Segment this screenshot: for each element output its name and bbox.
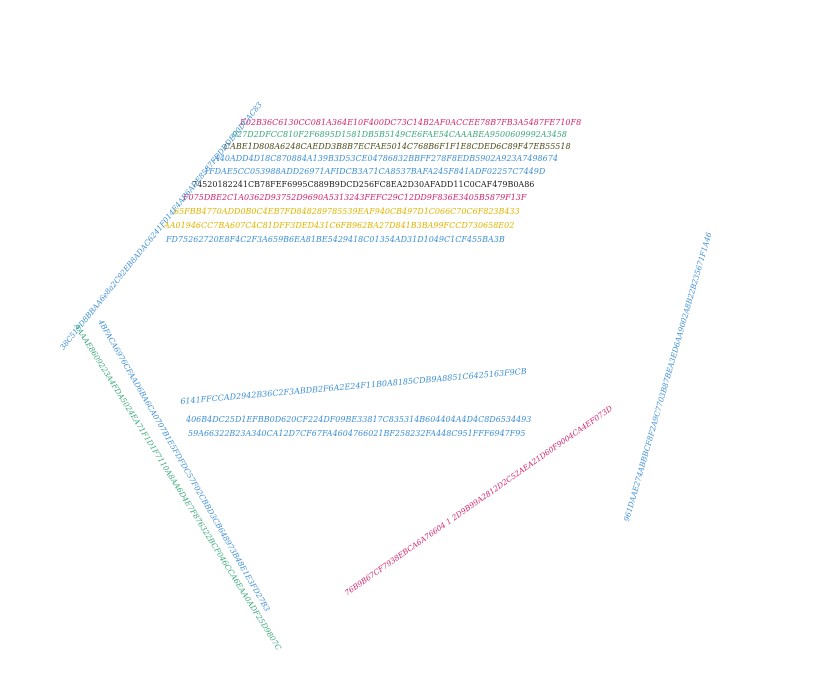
text-line: E02B36C6130CC081A364E10F400DC73C14B2AF0A… [240, 118, 582, 127]
text-line: AA01946CC7BA607C4C81DFF3DED431C6FB962BA2… [164, 221, 515, 230]
diagonal-text-blue-lower: 4BFACA6976CFAAD6BA6CA0707B1E5FDFDC57F02C… [96, 318, 272, 613]
text-line: FD75262720E8F4C2F3A659B6EA81BE5429418C01… [166, 235, 505, 244]
text-line: 1FDAE5CC053988ADD26971AFIDCB3A71CA8537BA… [204, 167, 546, 176]
text-line: 027D2DFCC810F2F6895D1581DB5B5149CE6FAE54… [232, 130, 567, 139]
diagonal-text-green: AAAAE8609223A4FDA5024EA71F1D1F7110A8AA6D… [72, 322, 284, 652]
text-line: 65FBB4770ADD0B0C4EB7FD848289785539EAF940… [174, 207, 520, 216]
text-line: A40ADD4D18C870884A139B3D53CE04786832BBFF… [214, 154, 558, 163]
text-line: 74520182241CB78FEF6995C889B9DCD256FC8EA2… [192, 180, 535, 189]
diagonal-text-blue-right: 961DAAE274ABBBCF8F2A9C7703B87BEA3ED6AA90… [622, 231, 714, 523]
text-line: 59A66322B23A340CA12D7CF67FA4604766021BF2… [188, 429, 526, 438]
text-line: 6141FFCCAD2942B36C2F3ABDB2F6A2E24F11B0A8… [180, 366, 528, 406]
text-line: F075DBE2C1A0362D93752D9690A5313243FEFC29… [183, 193, 527, 202]
text-line: CABE1D808A6248CAEDD3B8B7ECFAE5014C768B6F… [224, 142, 571, 151]
text-line: 406B4DC25D1EFBB0D620CF224DF09BE33817C835… [186, 415, 532, 424]
